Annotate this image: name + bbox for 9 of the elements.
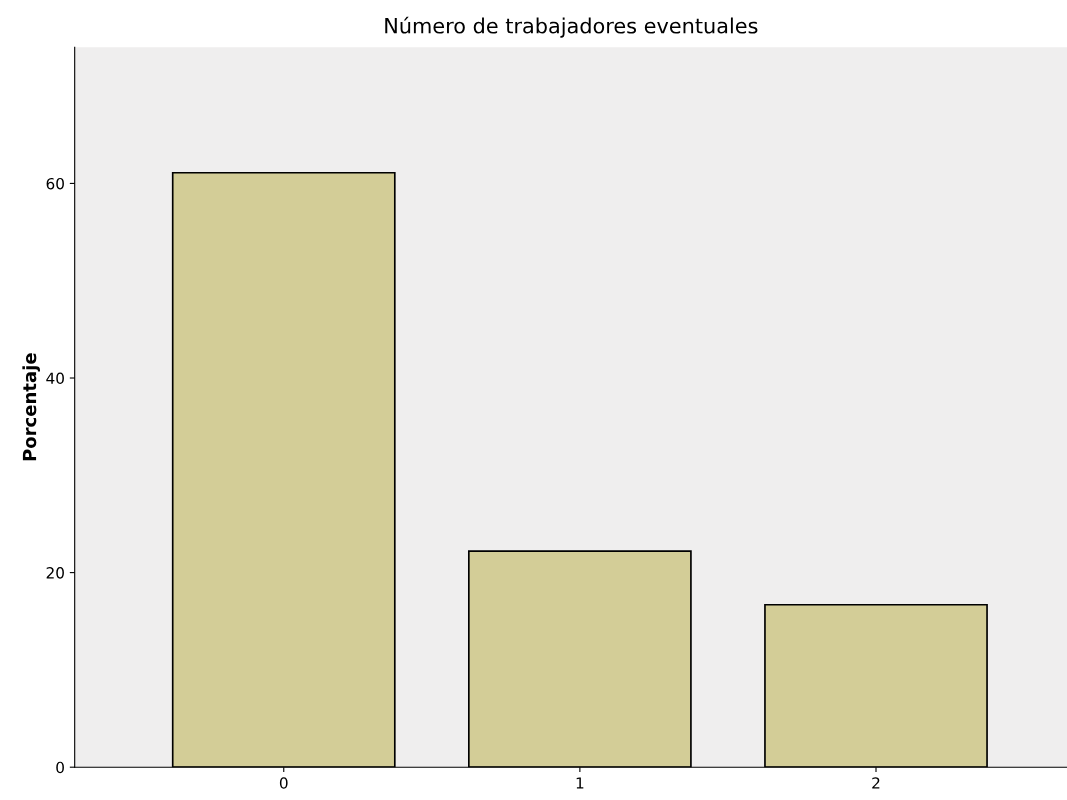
chart-title: Número de trabajadores eventuales	[385, 16, 758, 38]
x-tick-label: 0	[279, 777, 288, 789]
y-tick-label: 60	[46, 177, 64, 190]
y-tick-label: 40	[46, 372, 64, 385]
y-axis-title: Porcentaje	[22, 353, 40, 461]
y-tick-label: 20	[46, 567, 64, 579]
x-tick-label: 2	[872, 777, 880, 789]
x-tick-label: 1	[576, 777, 584, 789]
y-tick-label: 0	[56, 761, 64, 774]
